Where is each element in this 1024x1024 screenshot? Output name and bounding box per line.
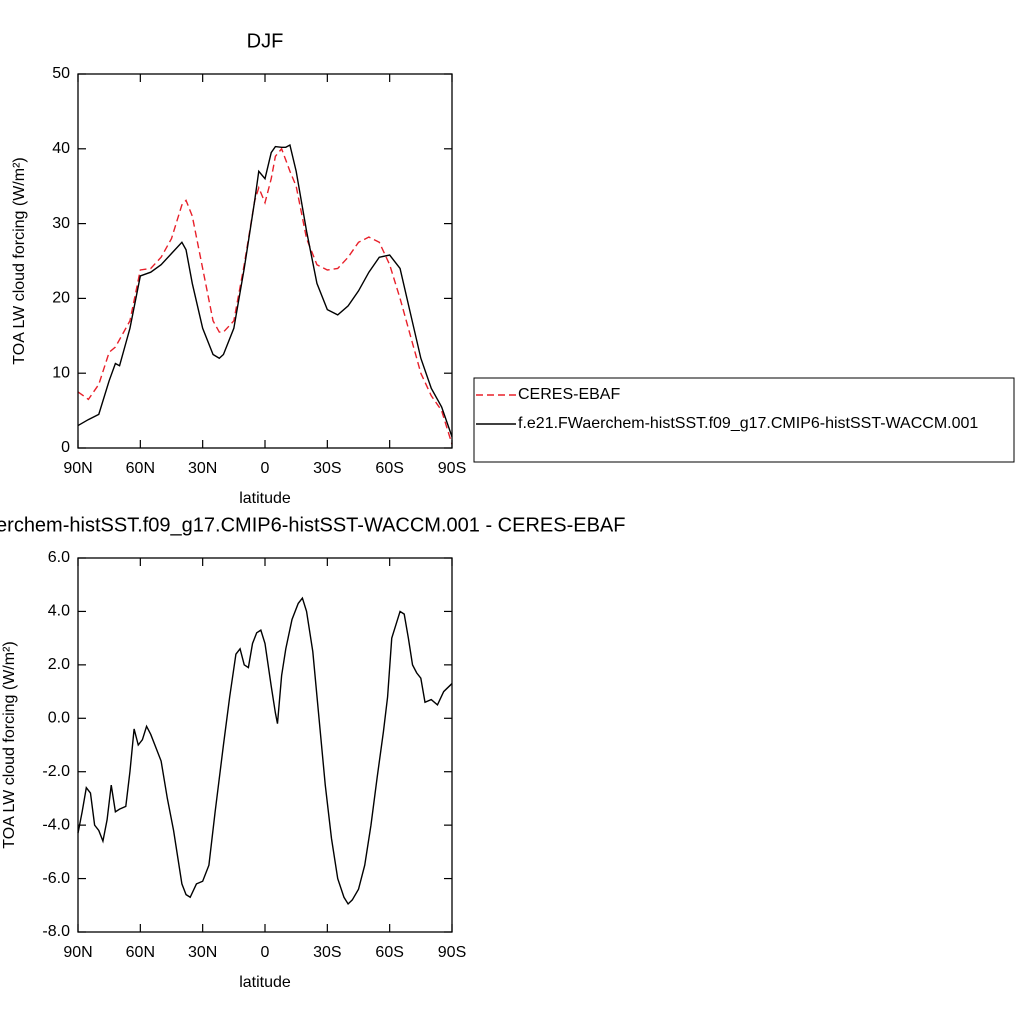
y-tick-label: 30 <box>52 215 70 232</box>
y-axis-label: TOA LW cloud forcing (W/m²) <box>1 641 18 848</box>
y-tick-label: 2.0 <box>48 656 70 673</box>
legend-label: f.e21.FWaerchem-histSST.f09_g17.CMIP6-hi… <box>518 415 978 432</box>
data-line <box>77 144 453 438</box>
chart-title: f.e21.FWaerchem-histSST.f09_g17.CMIP6-hi… <box>0 514 625 536</box>
x-tick-label: 60S <box>375 944 403 961</box>
y-tick-label: 4.0 <box>48 603 70 620</box>
data-line <box>77 147 453 445</box>
y-tick-label: -6.0 <box>42 870 70 887</box>
x-tick-label: 60S <box>375 460 403 477</box>
x-tick-label: 0 <box>261 460 270 477</box>
y-tick-label: 40 <box>52 140 70 157</box>
x-tick-label: 30S <box>313 460 341 477</box>
x-tick-label: 90N <box>63 460 92 477</box>
x-axis-label: latitude <box>239 974 291 991</box>
x-tick-label: 90N <box>63 944 92 961</box>
y-tick-label: -8.0 <box>42 923 70 940</box>
y-tick-label: 0 <box>61 439 70 456</box>
x-tick-label: 90S <box>438 460 466 477</box>
chart-title: DJF <box>247 30 284 52</box>
x-axis-label: latitude <box>239 490 291 507</box>
data-line <box>77 596 453 906</box>
legend-label: CERES-EBAF <box>518 386 620 403</box>
y-tick-label: -2.0 <box>42 763 70 780</box>
y-tick-label: 50 <box>52 65 70 82</box>
x-tick-label: 30S <box>313 944 341 961</box>
x-tick-label: 30N <box>188 460 217 477</box>
y-tick-label: 20 <box>52 290 70 307</box>
y-tick-label: 0.0 <box>48 710 70 727</box>
x-tick-label: 30N <box>188 944 217 961</box>
x-tick-label: 60N <box>126 460 155 477</box>
y-tick-label: 10 <box>52 364 70 381</box>
legend-box <box>473 377 1015 463</box>
y-tick-label: 6.0 <box>48 549 70 566</box>
x-tick-label: 60N <box>126 944 155 961</box>
x-tick-label: 90S <box>438 944 466 961</box>
x-tick-label: 0 <box>261 944 270 961</box>
y-tick-label: -4.0 <box>42 816 70 833</box>
y-axis-label: TOA LW cloud forcing (W/m²) <box>11 157 28 364</box>
